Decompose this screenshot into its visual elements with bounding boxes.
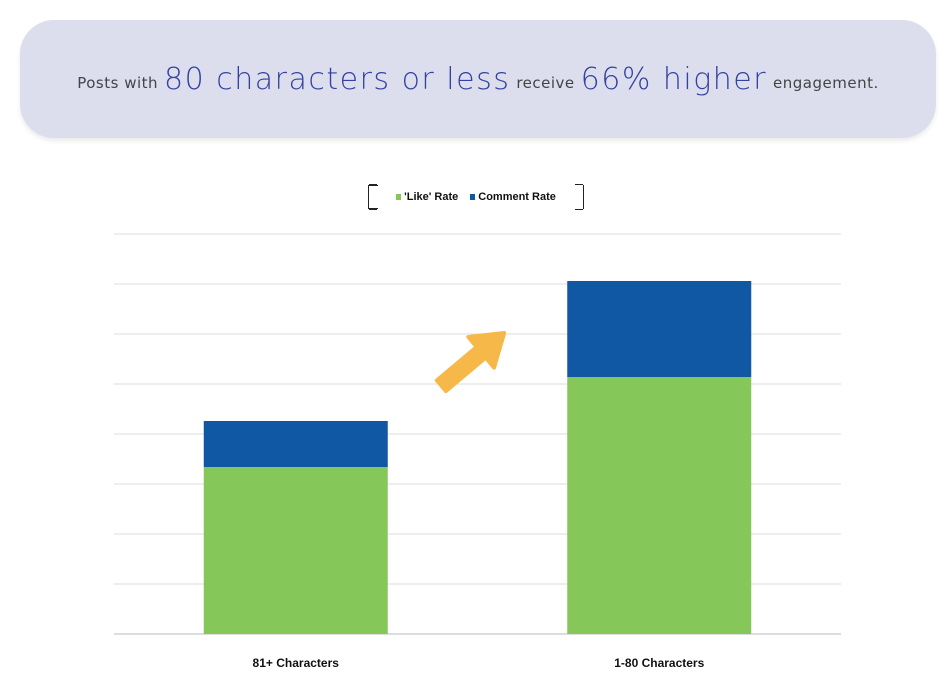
bar-comment-rate-1 — [567, 281, 752, 377]
arrow-shape — [434, 331, 507, 394]
legend-swatch — [470, 194, 476, 200]
legend-label: 'Like' Rate — [404, 191, 459, 203]
headline-banner: Posts with 80 characters or less receive… — [20, 20, 936, 138]
headline-text: receive — [516, 74, 575, 92]
legend-swatch — [396, 194, 402, 200]
legend-item-like-rate: 'Like' Rate — [396, 191, 458, 203]
arrow-up-right-icon — [434, 331, 507, 394]
bar-like-rate-1 — [567, 377, 752, 634]
legend-item-comment-rate: Comment Rate — [470, 191, 556, 203]
bar-like-rate-0 — [203, 467, 388, 634]
x-tick-label: 1-80 Characters — [614, 656, 704, 670]
headline-text: engagement. — [773, 74, 879, 92]
headline-highlight: 66% higher — [580, 61, 768, 97]
bar-comment-rate-0 — [203, 421, 388, 467]
chart-legend: 'Like' Rate Comment Rate — [368, 184, 584, 210]
headline-highlight: 80 characters or less — [164, 61, 511, 97]
legend-label: Comment Rate — [478, 191, 556, 203]
x-tick-label: 81+ Characters — [253, 656, 340, 670]
headline-text: Posts with — [77, 74, 159, 92]
